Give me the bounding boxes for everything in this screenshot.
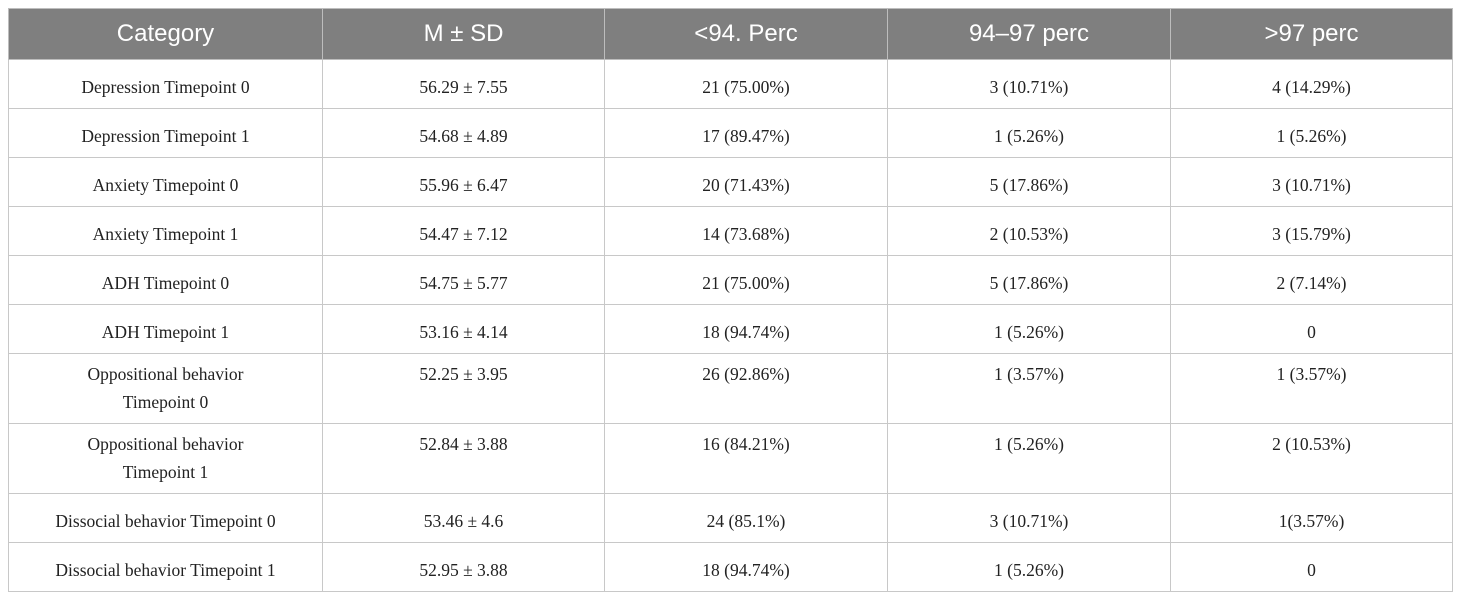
header-cell: <94. Perc bbox=[604, 8, 888, 60]
header-row: Category M ± SD <94. Perc 94–97 perc >97 per… bbox=[8, 8, 1453, 60]
value-cell: 0 bbox=[1170, 304, 1453, 354]
category-cell: ADH Timepoint 1 bbox=[8, 304, 323, 354]
value-cell: 52.25 ± 3.95 bbox=[322, 353, 605, 424]
value-cell: 16 (84.21%) bbox=[604, 423, 888, 494]
table-row: Dissocial behavior Timepoint 0 53.46 ± 4.… bbox=[8, 493, 1453, 543]
value-cell: 24 (85.1%) bbox=[604, 493, 888, 543]
table-row: Depression Timepoint 0 56.29 ± 7.55 21 (75… bbox=[8, 59, 1453, 109]
category-cell: Anxiety Timepoint 0 bbox=[8, 157, 323, 207]
category-cell: Depression Timepoint 0 bbox=[8, 59, 323, 109]
category-cell: Dissocial behavior Timepoint 0 bbox=[8, 493, 323, 543]
value-cell: 18 (94.74%) bbox=[604, 542, 888, 592]
table-row: Dissocial behavior Timepoint 1 52.95 ± 3.… bbox=[8, 542, 1453, 592]
value-cell: 3 (10.71%) bbox=[887, 493, 1171, 543]
value-cell: 1 (5.26%) bbox=[887, 423, 1171, 494]
value-cell: 3 (15.79%) bbox=[1170, 206, 1453, 256]
table-row: ADH Timepoint 1 53.16 ± 4.14 18 (94.74%) 1 … bbox=[8, 304, 1453, 354]
value-cell: 2 (10.53%) bbox=[887, 206, 1171, 256]
category-cell: Oppositional behavior Timepoint 1 bbox=[8, 423, 323, 494]
table-row: Oppositional behavior Timepoint 0 52.25 ±… bbox=[8, 353, 1453, 424]
value-cell: 53.16 ± 4.14 bbox=[322, 304, 605, 354]
value-cell: 56.29 ± 7.55 bbox=[322, 59, 605, 109]
category-text: Oppositional behavior Timepoint 0 bbox=[87, 364, 244, 412]
table-row: Oppositional behavior Timepoint 1 52.84 ±… bbox=[8, 423, 1453, 494]
value-cell: 52.84 ± 3.88 bbox=[322, 423, 605, 494]
value-cell: 21 (75.00%) bbox=[604, 255, 888, 305]
value-cell: 21 (75.00%) bbox=[604, 59, 888, 109]
value-cell: 54.75 ± 5.77 bbox=[322, 255, 605, 305]
table-row: ADH Timepoint 0 54.75 ± 5.77 21 (75.00%) 5 … bbox=[8, 255, 1453, 305]
table-row: Anxiety Timepoint 0 55.96 ± 6.47 20 (71.43… bbox=[8, 157, 1453, 207]
value-cell: 14 (73.68%) bbox=[604, 206, 888, 256]
value-cell: 3 (10.71%) bbox=[1170, 157, 1453, 207]
value-cell: 1 (3.57%) bbox=[887, 353, 1171, 424]
value-cell: 26 (92.86%) bbox=[604, 353, 888, 424]
value-cell: 1 (5.26%) bbox=[887, 108, 1171, 158]
category-cell: ADH Timepoint 0 bbox=[8, 255, 323, 305]
table-row: Anxiety Timepoint 1 54.47 ± 7.12 14 (73.68… bbox=[8, 206, 1453, 256]
category-cell: Oppositional behavior Timepoint 0 bbox=[8, 353, 323, 424]
header-cell: >97 perc bbox=[1170, 8, 1453, 60]
header-cell: 94–97 perc bbox=[887, 8, 1171, 60]
value-cell: 53.46 ± 4.6 bbox=[322, 493, 605, 543]
value-cell: 5 (17.86%) bbox=[887, 157, 1171, 207]
value-cell: 52.95 ± 3.88 bbox=[322, 542, 605, 592]
value-cell: 0 bbox=[1170, 542, 1453, 592]
value-cell: 3 (10.71%) bbox=[887, 59, 1171, 109]
value-cell: 2 (7.14%) bbox=[1170, 255, 1453, 305]
table-body: Depression Timepoint 0 56.29 ± 7.55 21 (75… bbox=[8, 59, 1453, 592]
value-cell: 17 (89.47%) bbox=[604, 108, 888, 158]
value-cell: 1 (5.26%) bbox=[1170, 108, 1453, 158]
value-cell: 55.96 ± 6.47 bbox=[322, 157, 605, 207]
value-cell: 18 (94.74%) bbox=[604, 304, 888, 354]
table-row: Depression Timepoint 1 54.68 ± 4.89 17 (89… bbox=[8, 108, 1453, 158]
data-table: Category M ± SD <94. Perc 94–97 perc >97 per… bbox=[8, 8, 1453, 592]
header-cell: Category bbox=[8, 8, 323, 60]
value-cell: 1 (5.26%) bbox=[887, 542, 1171, 592]
value-cell: 2 (10.53%) bbox=[1170, 423, 1453, 494]
category-cell: Depression Timepoint 1 bbox=[8, 108, 323, 158]
category-text: Oppositional behavior Timepoint 1 bbox=[87, 434, 244, 482]
value-cell: 1 (5.26%) bbox=[887, 304, 1171, 354]
value-cell: 54.68 ± 4.89 bbox=[322, 108, 605, 158]
category-cell: Anxiety Timepoint 1 bbox=[8, 206, 323, 256]
value-cell: 54.47 ± 7.12 bbox=[322, 206, 605, 256]
value-cell: 5 (17.86%) bbox=[887, 255, 1171, 305]
header-cell: M ± SD bbox=[322, 8, 605, 60]
value-cell: 4 (14.29%) bbox=[1170, 59, 1453, 109]
value-cell: 1 (3.57%) bbox=[1170, 353, 1453, 424]
value-cell: 20 (71.43%) bbox=[604, 157, 888, 207]
value-cell: 1(3.57%) bbox=[1170, 493, 1453, 543]
category-cell: Dissocial behavior Timepoint 1 bbox=[8, 542, 323, 592]
